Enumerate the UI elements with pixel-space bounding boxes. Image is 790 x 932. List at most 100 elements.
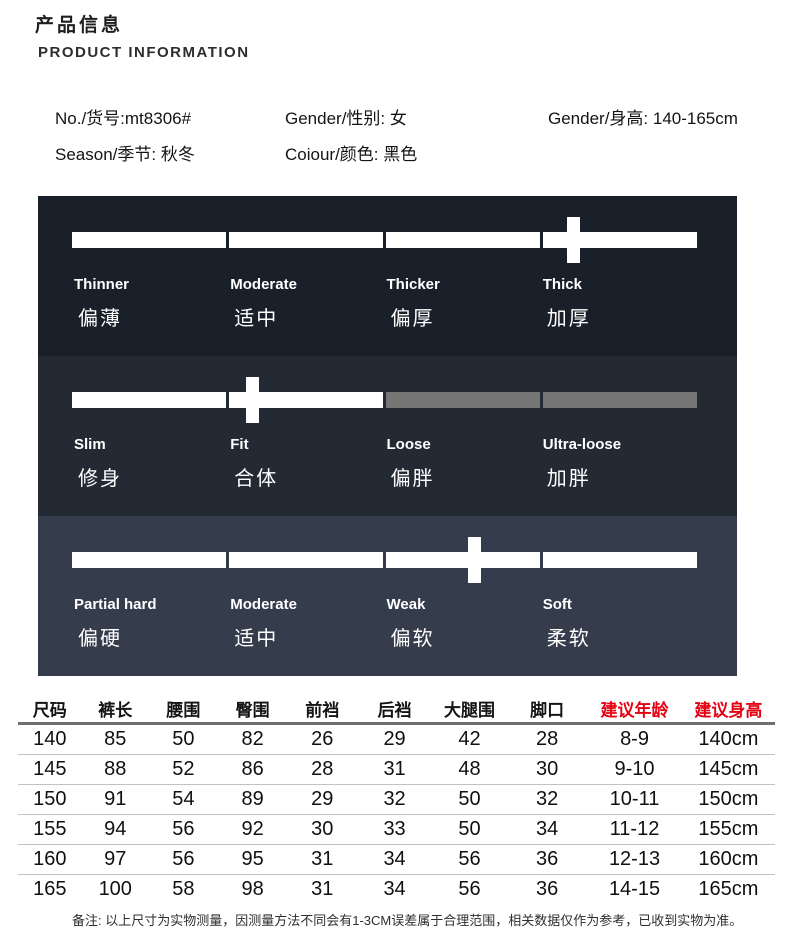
scale-label-group: Slim 修身 [74,436,122,491]
scale-label-group: Thick 加厚 [543,276,591,331]
measurement-note: 备注: 以上尺寸为实物测量，因测量方法不同会有1-3CM误差属于合理范围，相关数… [72,913,743,928]
scale-marker [468,537,481,583]
table-cell: 94 [81,814,149,845]
scale-label-en: Moderate [230,276,297,293]
scale-label-en: Fit [230,436,249,453]
table-cell: 150cm [681,784,775,815]
size-table-header-row: 尺码 裤长 腰围 臀围 前裆 后裆 大腿围 脚口 建议年龄 建议身高 [18,694,775,725]
table-cell: 26 [287,723,358,755]
scale-label-en: Slim [74,436,106,453]
table-cell: 8-9 [587,723,682,755]
scale-marker [566,217,580,263]
table-cell: 145 [18,754,82,785]
table-cell: 10-11 [587,784,682,815]
size-table-column-header: 裤长 [81,694,149,725]
table-cell: 31 [287,844,358,875]
scale-label-en: Thicker [386,276,440,293]
table-cell: 165 [33,878,67,900]
table-cell: 82 [217,723,288,755]
scale-segment-4 [543,552,697,568]
scale-label-group: Thicker 偏厚 [387,276,440,331]
size-table-column-header: 建议身高 [681,694,775,725]
scale-label-zh: 修身 [78,468,122,490]
scale-label-en: Partial hard [74,596,157,613]
scale-segment-1 [72,232,226,248]
scale-labels: Slim 修身 Fit 合体 Loose 偏胖 Ultra-loose 加胖 [72,436,697,506]
scale-bar [72,217,697,263]
scale-bar-segments [72,392,697,408]
table-cell: 28 [506,723,588,755]
table-cell: 34 [506,814,588,845]
table-cell: 32 [357,784,433,815]
scale-segment-1 [72,392,226,408]
table-row: 155 94 56 92 30 33 50 34 11-12 155cm [18,814,775,845]
table-row: 145 88 52 86 28 31 48 30 9-10 145cm [18,754,775,785]
table-cell: 42 [432,723,507,755]
table-cell: 140 [18,723,82,755]
table-cell: 31 [357,754,433,785]
table-cell: 48 [432,754,507,785]
table-cell: 85 [81,723,149,755]
scale-label-zh: 偏胖 [390,468,435,490]
table-cell: 9-10 [587,754,682,785]
scale-label-zh: 加胖 [546,468,591,490]
scale-label-group: Partial hard 偏硬 [74,596,157,651]
scale-label-zh: 偏软 [390,628,435,650]
scale-marker [246,377,260,423]
table-cell: 165cm [698,878,759,900]
scale-label-zh: 适中 [234,628,279,650]
table-cell: 29 [357,723,433,755]
page-title-en: PRODUCT INFORMATION [38,44,250,61]
scale-label-group: Loose 偏胖 [387,436,435,491]
table-cell: 92 [217,814,288,845]
scale-label-group: Weak 偏软 [387,596,435,651]
scale-label-en: Ultra-loose [542,436,622,453]
table-cell: 50 [432,784,507,815]
scale-labels: Thinner 偏薄 Moderate 适中 Thicker 偏厚 Thick 加厚 [72,276,697,346]
scale-bar-segments [72,552,697,568]
scale-segment-3 [386,552,540,568]
size-table-column-header: 后裆 [357,694,433,725]
table-cell: 54 [148,784,218,815]
table-cell: 100 [98,878,132,900]
table-cell: 155cm [681,814,775,845]
table-cell: 98 [241,878,264,900]
product-info-item-gender: Gender/性别: 女 [285,109,407,128]
size-table-column-header: 腰围 [148,694,218,725]
slider-panel-3: Partial hard 偏硬 Moderate 适中 Weak 偏软 Soft 柔软 [38,516,737,676]
scale-segment-3 [386,232,540,248]
scale-label-group: Moderate 适中 [230,596,297,651]
table-cell: 155 [18,814,82,845]
table-cell: 56 [432,844,507,875]
table-cell: 33 [357,814,433,845]
table-cell: 31 [311,878,334,900]
scale-label-en: Thinner [74,276,129,293]
table-cell: 56 [458,878,481,900]
table-cell: 88 [81,754,149,785]
table-cell: 97 [81,844,149,875]
table-row: 160 97 56 95 31 34 56 36 12-13 160cm [18,844,775,875]
table-cell: 86 [217,754,288,785]
scale-label-zh: 合体 [234,468,279,490]
table-cell: 28 [287,754,358,785]
size-table-column-header: 尺码 [18,694,82,725]
scale-label-group: Ultra-loose 加胖 [543,436,621,491]
table-cell: 34 [357,844,433,875]
table-cell: 30 [287,814,358,845]
scale-label-zh: 柔软 [546,628,591,650]
table-cell: 34 [383,878,406,900]
scale-bar-segments [72,232,697,248]
table-cell: 12-13 [587,844,682,875]
table-cell: 160cm [681,844,775,875]
table-row: 165 100 58 98 31 34 56 36 14-15 165cm [18,875,775,905]
scale-segment-2 [229,552,383,568]
table-cell: 56 [148,844,218,875]
table-cell: 50 [432,814,507,845]
table-cell: 56 [148,814,218,845]
size-table-column-header: 大腿围 [432,694,507,725]
table-cell: 160 [18,844,82,875]
scale-segment-4 [543,392,697,408]
table-cell: 14-15 [608,878,661,900]
scale-label-en: Thick [542,276,582,293]
